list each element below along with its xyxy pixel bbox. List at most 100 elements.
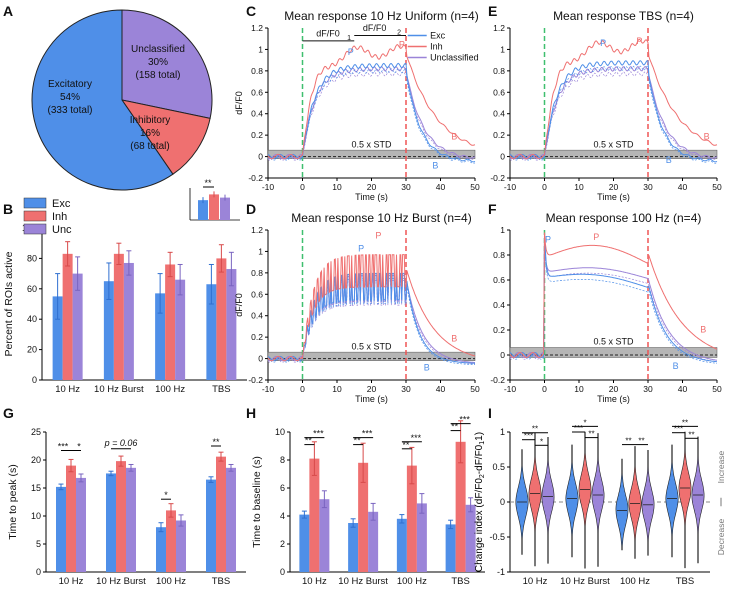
trace-sem: [267, 68, 476, 164]
annot-sub-2: 2: [397, 29, 401, 36]
sig-text: *: [77, 441, 81, 451]
bar-unc: [368, 511, 379, 572]
pie-label-name: Inhibitory: [130, 115, 171, 126]
pie-label-pct: 54%: [60, 92, 80, 103]
y-tick-label: 15: [31, 483, 41, 493]
baseline-marker-inh: B: [700, 325, 706, 335]
x-tick-label: 40: [436, 384, 446, 394]
x-tick-label: 40: [678, 182, 688, 192]
x-tick-label: 0: [300, 384, 305, 394]
sig-text: **: [688, 430, 694, 439]
sig-text: **: [451, 422, 459, 432]
sig-text: ***: [524, 432, 533, 441]
panel-g-bars: 0 5 10 15 20 25 Time to peak (s) 10 Hz 10 Hz Bur…: [7, 427, 246, 587]
y-tick-label: -0.2: [490, 173, 505, 183]
y-tick-label: 4: [280, 511, 285, 521]
annot-dff0-2: dF/F0: [363, 23, 387, 33]
y-tick-label: -0.5: [489, 532, 505, 542]
y-tick-label: 1: [258, 44, 263, 54]
x-tick-label: -10: [504, 384, 517, 394]
pie-slice-inhibitory: [120, 99, 211, 175]
bar-exc: [445, 524, 456, 572]
x-tick-label: 30: [401, 384, 411, 394]
x-tick-label: TBS: [676, 576, 694, 587]
y-tick-label: 0.8: [251, 66, 263, 76]
x-tick-label: 10 Hz Burst: [94, 384, 144, 395]
std-label: 0.5 x STD: [351, 139, 392, 149]
x-tick-label: 50: [712, 384, 722, 394]
pie-label-total: (68 total): [130, 141, 169, 152]
sig-text: **: [588, 430, 594, 439]
bar-unc: [465, 504, 476, 572]
sig-text: **: [212, 437, 220, 447]
violin-exc: [565, 444, 579, 558]
y-tick-label: 10: [31, 511, 41, 521]
y-tick-label: 0: [500, 497, 505, 507]
x-tick-label: 30: [643, 182, 653, 192]
pie-label-pct: 16%: [140, 128, 160, 139]
panel-label-H: H: [246, 405, 256, 421]
sig-text: ***: [313, 429, 324, 439]
bar-inh: [66, 465, 76, 572]
baseline-marker-inh: B: [704, 131, 710, 141]
y-axis-label: Change index (dF/F02-dF/F011): [474, 432, 486, 572]
baseline-marker-inh: B: [451, 333, 457, 343]
y-tick-label: 1.2: [493, 23, 505, 33]
bar-unc: [126, 467, 136, 572]
y-tick-label: 0: [280, 567, 285, 577]
std-label: 0.5 x STD: [593, 139, 634, 149]
bar-exc: [56, 486, 66, 572]
bar-unc: [226, 467, 236, 572]
peak-marker-exc: P: [358, 243, 364, 253]
annot-dff0-1: dF/F0: [316, 29, 340, 39]
violin-inh: [678, 431, 692, 569]
bar-exc: [206, 479, 216, 572]
x-tick-label: 100 Hz: [620, 576, 650, 587]
y-axis-label-part: 2: [479, 474, 486, 478]
bar-inh: [455, 441, 466, 572]
x-tick-label: 10 Hz Burst: [96, 576, 146, 587]
sig-text: **: [638, 437, 644, 446]
x-axis-label: Time (s): [355, 394, 388, 404]
bar-unc: [72, 273, 83, 380]
trace-sem: [509, 247, 718, 363]
peak-marker-inh: P: [593, 232, 599, 242]
legend-label-unc: Unc: [52, 224, 72, 236]
panel-d-line: Mean response 10 Hz Burst (n=4) -0.2 0 0.2 0…: [234, 211, 480, 404]
violin-unc: [541, 437, 555, 564]
panel-title: Mean response 10 Hz Burst (n=4): [291, 211, 471, 225]
bar-exc: [52, 296, 63, 380]
y-tick-label: 20: [31, 455, 41, 465]
baseline-marker-inh: B: [451, 131, 457, 141]
panel-label-I: I: [488, 405, 492, 421]
y-tick-label: 1.2: [251, 23, 263, 33]
std-band: [509, 347, 718, 358]
inset-bar: [198, 200, 208, 220]
panel-label-G: G: [3, 405, 14, 421]
y-axis-label-part: Change index (dF/F0: [474, 478, 485, 572]
bar-unc: [76, 477, 86, 572]
baseline-marker-exc: B: [673, 361, 679, 371]
x-tick-label: 10: [332, 182, 342, 192]
legend-label-exc: Exc: [52, 198, 71, 210]
panel-label-A: A: [3, 3, 13, 19]
bar-inh: [216, 456, 226, 572]
y-axis-label: Time to baseline (s): [251, 456, 263, 548]
y-tick-label: 0.8: [493, 66, 505, 76]
x-tick-label: -10: [262, 182, 275, 192]
y-tick-label: 0: [258, 354, 263, 364]
violin-unc: [641, 450, 655, 556]
bar-unc: [416, 503, 427, 572]
x-tick-label: 10 Hz: [523, 576, 548, 587]
sig-text: **: [354, 436, 362, 446]
peak-marker-inh: P: [399, 39, 405, 49]
pie-label-name: Excitatory: [48, 79, 92, 90]
trace-inh: [267, 43, 476, 160]
x-tick-label: 10: [574, 182, 584, 192]
sig-text: **: [682, 418, 688, 427]
x-tick-label: 100 Hz: [397, 576, 427, 587]
bar-exc: [155, 293, 166, 380]
x-tick-label: 10: [574, 384, 584, 394]
x-tick-label: 50: [712, 182, 722, 192]
